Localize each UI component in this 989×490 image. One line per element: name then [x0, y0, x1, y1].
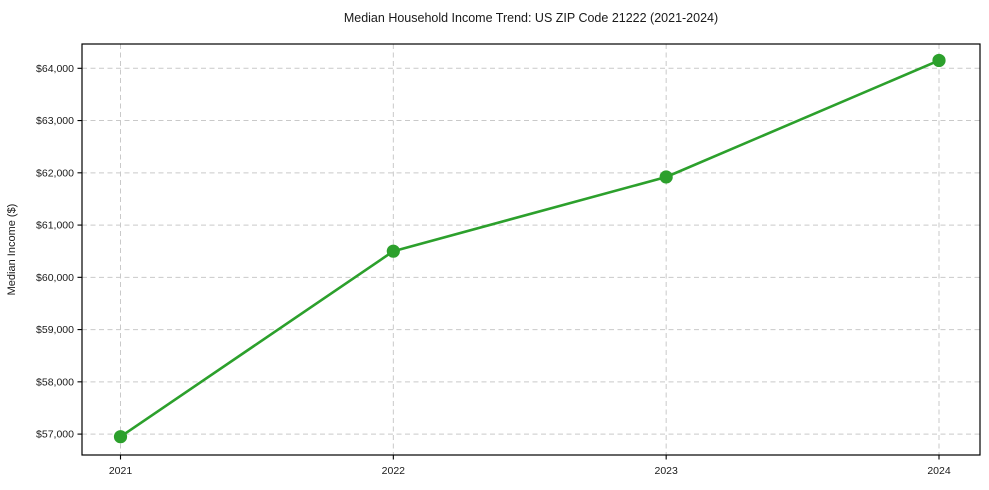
x-tick-label: 2022 [382, 465, 406, 477]
data-point [113, 430, 128, 444]
data-line [119, 59, 941, 439]
y-tick-label: $61,000 [36, 220, 74, 232]
y-tick-label: $62,000 [36, 167, 74, 179]
plot-border [81, 43, 981, 456]
grid-layer [82, 44, 980, 455]
y-axis-label: Median Income ($) [6, 204, 18, 296]
x-tick-label: 2021 [109, 465, 133, 477]
data-point [386, 244, 400, 258]
data-point [659, 170, 673, 184]
y-tick-label: $60,000 [36, 272, 74, 284]
y-tick-label: $59,000 [36, 324, 74, 336]
x-tick-label: 2023 [654, 465, 678, 477]
data-point [932, 53, 946, 68]
series-layer [113, 53, 946, 444]
y-tick-label: $64,000 [36, 63, 74, 75]
y-tick-label: $57,000 [36, 429, 74, 441]
chart-title: Median Household Income Trend: US ZIP Co… [344, 11, 718, 25]
y-tick-label: $63,000 [36, 115, 74, 127]
tick-layer: $57,000 $58,000 $59,000 $60,000 $61,000 $62,0… [36, 63, 951, 477]
y-tick-label: $58,000 [36, 376, 74, 388]
x-tick-label: 2024 [927, 465, 951, 477]
